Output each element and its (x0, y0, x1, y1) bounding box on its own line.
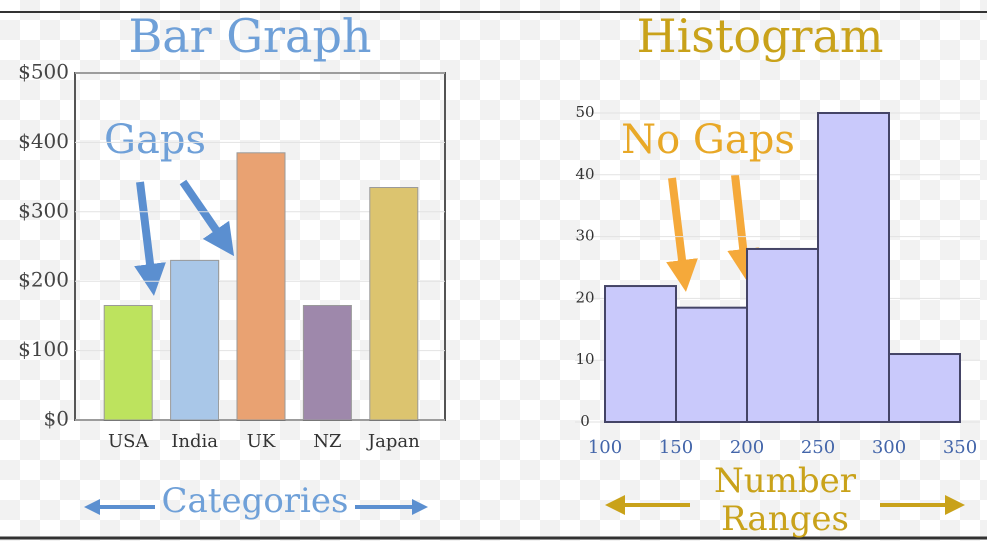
histogram-bar (888, 353, 961, 423)
x-tick-label: 150 (659, 437, 693, 458)
y-tick-label: $500 (18, 60, 69, 84)
annotation: Gaps (104, 117, 206, 163)
histogram-bar (817, 112, 890, 423)
arrow (179, 179, 235, 257)
x-tick-label: UK (247, 431, 276, 452)
x-tick-label: 250 (801, 437, 835, 458)
chart-title: Bar Graph (128, 9, 371, 63)
x-tick-label: NZ (313, 431, 341, 452)
y-tick-label: $200 (18, 268, 69, 292)
x-tick-label: India (171, 431, 218, 452)
x-axis-label: Categories (162, 481, 349, 521)
histogram-bar (746, 247, 819, 423)
bar (103, 304, 153, 421)
y-tick-label: 40 (575, 165, 594, 183)
x-tick-label: Japan (366, 431, 420, 452)
x-tick-label: 200 (730, 437, 764, 458)
y-tick-label: 50 (575, 103, 594, 121)
arrow (134, 181, 166, 296)
x-tick-label: USA (108, 431, 150, 452)
bar (302, 304, 352, 421)
arrow (666, 177, 698, 292)
bar (369, 187, 419, 421)
y-tick-label: $0 (44, 407, 69, 431)
y-tick-label: $300 (18, 198, 69, 222)
y-tick-label: 0 (580, 412, 590, 430)
y-tick-label: 30 (575, 227, 594, 245)
x-tick-label: 350 (943, 437, 977, 458)
annotation: No Gaps (621, 117, 795, 163)
x-tick-label: 100 (588, 437, 622, 458)
bar (170, 259, 220, 421)
x-axis-label: Number Ranges (713, 461, 857, 539)
histogram-bar (604, 285, 677, 424)
arrow (727, 174, 760, 281)
bar (236, 152, 286, 421)
y-tick-label: $100 (18, 337, 69, 361)
x-tick-label: 300 (872, 437, 906, 458)
histogram-bar (675, 306, 748, 424)
y-tick-label: 10 (575, 350, 594, 368)
chart-title: Histogram (636, 9, 883, 63)
y-tick-label: 20 (575, 288, 594, 306)
y-tick-label: $400 (18, 129, 69, 153)
